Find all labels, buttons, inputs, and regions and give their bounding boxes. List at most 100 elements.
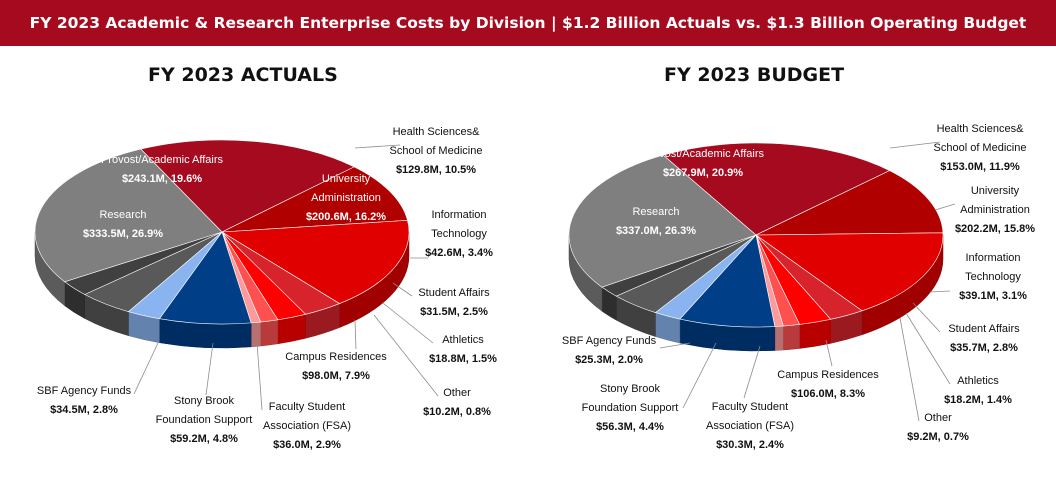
actuals-slice-side-5 [260, 319, 279, 347]
budget-leader-line-9 [682, 342, 717, 409]
actuals-leader-line-5 [382, 302, 434, 344]
budget-label-name-3-1: Technology [965, 271, 1021, 283]
actuals-label-name-3-0: Information [431, 209, 486, 221]
actuals-label-value-3: $42.6M, 3.4% [425, 247, 493, 259]
budget-pie-top [568, 142, 944, 328]
actuals-leader-line-8 [256, 342, 263, 411]
actuals-label-value-2: $200.6M, 16.2% [306, 211, 386, 223]
actuals-label-name-0: Provost/Academic Affairs [101, 154, 224, 166]
actuals-label-name-2-0: University [322, 173, 371, 185]
actuals-slice-11 [34, 148, 223, 283]
budget-label-name-1-0: Health Sciences& [937, 123, 1024, 135]
actuals-pie-top [34, 139, 410, 325]
actuals-label-name-11: Research [99, 209, 146, 221]
actuals-label-value-11: $333.5M, 26.9% [83, 228, 163, 240]
budget-slice-1 [755, 170, 944, 236]
actuals-label-name-2-1: Administration [311, 192, 381, 204]
actuals-label-name-1-1: School of Medicine [390, 145, 483, 157]
budget-label-value-10: $25.3M, 2.0% [575, 354, 643, 366]
actuals-label-value-7: $98.0M, 7.9% [302, 370, 370, 382]
actuals-label-name-9-1: Foundation Support [156, 414, 253, 426]
budget-label-name-5: Athletics [957, 375, 999, 387]
actuals-leader-line-10 [133, 342, 159, 395]
actuals-label-name-7: Campus Residences [285, 351, 387, 363]
budget-label-value-7: $106.0M, 8.3% [791, 388, 865, 400]
actuals-leader-line-6 [373, 314, 439, 397]
actuals-leader-line-4 [392, 282, 413, 297]
actuals-label-value-6: $10.2M, 0.8% [423, 406, 491, 418]
budget-slice-0 [662, 142, 891, 236]
budget-label-name-4: Student Affairs [948, 323, 1020, 335]
budget-label-name-7: Campus Residences [777, 369, 879, 381]
budget-label-value-8: $30.3M, 2.4% [716, 439, 784, 451]
actuals-label-name-6: Other [443, 387, 471, 399]
actuals-slice-2 [221, 220, 410, 304]
actuals-leader-line-1 [354, 144, 401, 149]
actuals-label-name-9-0: Stony Brook [174, 395, 234, 407]
actuals-label-value-0: $243.1M, 19.6% [122, 173, 202, 185]
budget-slice-side-6 [774, 325, 784, 351]
budget-label-name-10: SBF Agency Funds [562, 335, 657, 347]
actuals-label-name-4: Student Affairs [418, 287, 490, 299]
budget-leader-line-6 [899, 317, 920, 422]
budget-label-name-8-0: Faculty Student [712, 401, 788, 413]
actuals-slice-7 [158, 231, 252, 325]
actuals-data-labels: Provost/Academic Affairs $243.1M, 19.6% He… [37, 126, 497, 451]
actuals-label-name-3-1: Technology [431, 228, 487, 240]
actuals-label-value-10: $34.5M, 2.8% [50, 404, 118, 416]
budget-label-name-3-0: Information [965, 252, 1020, 264]
budget-slice-side-5 [782, 324, 800, 351]
budget-slice-2 [755, 232, 944, 312]
budget-leader-line-5 [905, 312, 951, 385]
actuals-label-name-8-1: Association (FSA) [263, 420, 351, 432]
budget-leader-line-7 [825, 339, 833, 367]
budget-label-value-9: $56.3M, 4.4% [596, 421, 664, 433]
budget-label-value-0: $267.9M, 20.9% [663, 167, 743, 179]
budget-leader-line-8 [743, 345, 761, 399]
actuals-leader-line-9 [205, 342, 214, 396]
budget-label-value-11: $337.0M, 26.3% [616, 225, 696, 237]
budget-label-value-2: $202.2M, 15.8% [955, 223, 1035, 235]
budget-label-value-3: $39.1M, 3.1% [959, 290, 1027, 302]
budget-label-name-9-0: Stony Brook [600, 383, 660, 395]
actuals-slice-0 [140, 139, 355, 233]
budget-slice-11 [568, 154, 757, 288]
budget-label-value-5: $18.2M, 1.4% [944, 394, 1012, 406]
actuals-leader-line-7 [354, 319, 357, 350]
budget-label-name-11: Research [632, 206, 679, 218]
actuals-slice-1 [221, 166, 408, 233]
budget-leader-line-3 [929, 290, 951, 293]
actuals-label-value-1: $129.8M, 10.5% [396, 164, 476, 176]
budget-leader-line-2 [934, 203, 956, 211]
actuals-label-name-8-0: Faculty Student [269, 401, 345, 413]
budget-leader-line-10 [659, 342, 691, 349]
actuals-label-value-5: $18.8M, 1.5% [429, 353, 497, 365]
budget-chart-title: FY 2023 BUDGET [664, 64, 845, 86]
budget-label-name-8-1: Association (FSA) [706, 420, 794, 432]
budget-label-name-1-1: School of Medicine [934, 142, 1027, 154]
budget-label-name-2-0: University [971, 185, 1020, 197]
actuals-label-value-8: $36.0M, 2.9% [273, 439, 341, 451]
budget-leader-line-1 [889, 141, 941, 149]
budget-pie-chart: Provost/Academic Affairs $267.9M, 20.9% He… [562, 123, 1035, 451]
budget-label-name-6: Other [924, 412, 952, 424]
budget-label-name-2-1: Administration [960, 204, 1030, 216]
budget-label-name-0: Provost/Academic Affairs [642, 148, 765, 160]
actuals-label-name-1-0: Health Sciences& [393, 126, 480, 138]
budget-label-value-4: $35.7M, 2.8% [950, 342, 1018, 354]
actuals-label-value-9: $59.2M, 4.8% [170, 433, 238, 445]
actuals-label-name-5: Athletics [442, 334, 484, 346]
actuals-label-value-4: $31.5M, 2.5% [420, 306, 488, 318]
budget-leader-line-4 [912, 302, 941, 333]
actuals-pie-chart: Provost/Academic Affairs $243.1M, 19.6% He… [34, 126, 497, 451]
budget-data-labels: Provost/Academic Affairs $267.9M, 20.9% He… [562, 123, 1035, 451]
page-banner-title: FY 2023 Academic & Research Enterprise C… [0, 0, 1056, 46]
actuals-chart-title: FY 2023 ACTUALS [148, 64, 338, 86]
budget-label-name-9-1: Foundation Support [582, 402, 679, 414]
actuals-label-name-10: SBF Agency Funds [37, 385, 132, 397]
actuals-slice-side-6 [250, 321, 261, 348]
actuals-pie-sides [34, 231, 410, 349]
budget-slice-7 [679, 234, 776, 328]
budget-label-value-1: $153.0M, 11.9% [940, 161, 1020, 173]
